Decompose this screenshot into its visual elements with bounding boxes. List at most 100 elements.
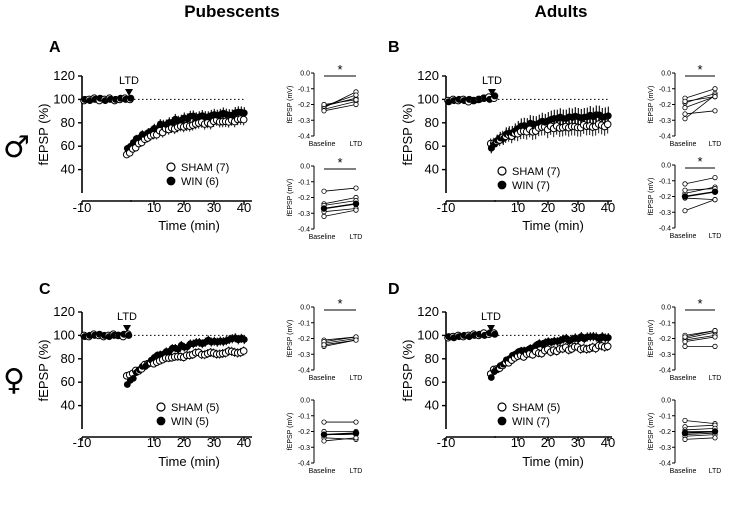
x-tick-label: 30	[207, 200, 221, 215]
paired-chart-c-bottom: 0.0 -0.1 -0.2 -0.3 -0.4 fEPSP (mV) Baseline LTD	[287, 398, 362, 476]
legend-label: WIN (7)	[512, 416, 550, 428]
significance-star: *	[697, 296, 702, 311]
x-axis-label: Time (min)	[522, 218, 584, 233]
x-tick-label: -10	[73, 200, 92, 215]
y-tick-label: -0.4	[659, 461, 671, 468]
x-tick-label: 10	[147, 200, 161, 215]
time-course-panels: 40 60 80 100 120 fEPSP (%) -10 10 20 30 40 Time (mi…	[36, 68, 615, 469]
x-tick-label: 10	[511, 200, 525, 215]
pair-point	[682, 208, 688, 214]
win-point	[240, 336, 248, 343]
mean-line	[684, 430, 716, 434]
x-tick-label: 30	[571, 435, 585, 450]
pair-point	[682, 111, 688, 117]
header-pubescents: Pubescents	[184, 2, 279, 21]
mean-point	[352, 429, 360, 437]
x-axis-label: Time (min)	[158, 218, 220, 233]
y-tick-label: -0.2	[298, 195, 310, 202]
win-point	[129, 374, 137, 382]
y-axis-label: fEPSP (%)	[36, 340, 51, 402]
y-tick-label: -0.1	[298, 413, 310, 420]
significance-star: *	[337, 155, 342, 170]
pair-line	[684, 93, 716, 104]
legend-label: SHAM (5)	[512, 402, 560, 414]
x-tick-label: 20	[177, 435, 191, 450]
pair-line	[684, 420, 716, 425]
sham-point	[239, 115, 248, 124]
female-symbol: ♀	[3, 363, 25, 398]
y-axis-label: fEPSP (%)	[400, 340, 415, 402]
x-axis-label: Time (min)	[522, 454, 584, 469]
y-tick-label: -0.3	[298, 445, 310, 452]
x-tick-label: 40	[237, 435, 251, 450]
paired-chart-a-top: 0.0 -0.1 -0.2 -0.3 -0.4 fEPSP (mV) Baseline LTD…	[287, 62, 362, 148]
y-tick-label: 0.0	[661, 163, 671, 170]
male-symbol: ♂	[3, 130, 30, 165]
y-tick-label: -0.1	[298, 179, 310, 186]
y-tick-label: 120	[53, 68, 75, 83]
mean-point	[320, 205, 328, 212]
y-tick-label: 0.0	[661, 305, 671, 312]
y-tick-label: -0.4	[298, 461, 310, 468]
header-adults: Adults	[535, 2, 588, 21]
y-tick-label: -0.3	[659, 352, 671, 359]
x-tick-label: 30	[207, 435, 221, 450]
pair-line	[323, 336, 357, 343]
pair-point	[712, 328, 718, 334]
pair-point	[712, 343, 718, 349]
pair-line	[684, 188, 716, 191]
x-category-label: LTD	[350, 375, 363, 382]
y-tick-label: -0.1	[298, 86, 310, 93]
legend-label: SHAM (7)	[181, 162, 229, 174]
y-tick-label: -0.3	[298, 211, 310, 218]
y-tick-label: 60	[425, 374, 439, 389]
pair-line	[684, 88, 716, 99]
y-tick-label: -0.4	[659, 134, 671, 141]
y-tick-label: -0.3	[298, 118, 310, 125]
panel-label-a: A	[49, 39, 61, 56]
paired-chart-d-bottom: 0.0 -0.1 -0.2 -0.3 -0.4 fEPSP (mV) Baseline LTD	[648, 398, 721, 476]
y-tick-label: 0.0	[300, 305, 310, 312]
pair-point	[321, 108, 327, 114]
pair-line	[323, 200, 357, 206]
x-tick-label: 40	[601, 200, 615, 215]
x-tick-label: -10	[73, 435, 92, 450]
ltd-arrow-icon	[488, 89, 496, 96]
pair-line	[684, 427, 716, 431]
y-tick-label: -0.2	[659, 429, 671, 436]
x-category-label: LTD	[709, 233, 722, 240]
pair-point	[712, 334, 718, 340]
mean-point	[711, 428, 719, 435]
paired-panels: 0.0 -0.1 -0.2 -0.3 -0.4 fEPSP (mV) Baseline LTD…	[287, 62, 721, 475]
pair-point	[353, 207, 359, 213]
x-axis-label: Time (min)	[158, 454, 220, 469]
pair-line	[684, 177, 716, 185]
x-category-label: LTD	[709, 141, 722, 148]
pair-line	[323, 437, 357, 442]
y-axis-label: fEPSP (%)	[36, 104, 51, 166]
pair-line	[684, 96, 716, 109]
pair-point	[353, 97, 359, 103]
mean-line	[684, 191, 716, 198]
win-point	[127, 94, 135, 102]
y-axis-label: fEPSP (mV)	[287, 413, 294, 451]
win-point	[125, 331, 133, 339]
pair-point	[353, 92, 359, 98]
paired-chart-a-bottom: 0.0 -0.1 -0.2 -0.3 -0.4 fEPSP (mV) Baseline LTD…	[287, 155, 362, 241]
y-tick-label: 40	[425, 162, 439, 177]
ltd-arrow-icon	[487, 325, 495, 332]
x-category-label: Baseline	[670, 233, 697, 240]
y-axis-label: fEPSP (mV)	[287, 86, 294, 124]
pair-point	[712, 94, 718, 100]
sham-point	[239, 347, 248, 355]
pair-point	[682, 436, 688, 442]
pair-point	[353, 185, 359, 191]
significance-star: *	[337, 296, 342, 311]
pair-line	[323, 338, 357, 344]
y-tick-label: -0.1	[659, 178, 671, 185]
pair-line	[684, 336, 716, 343]
pair-line	[323, 437, 357, 440]
mean-point	[352, 200, 360, 207]
pair-point	[712, 175, 718, 181]
pair-point	[353, 419, 359, 425]
